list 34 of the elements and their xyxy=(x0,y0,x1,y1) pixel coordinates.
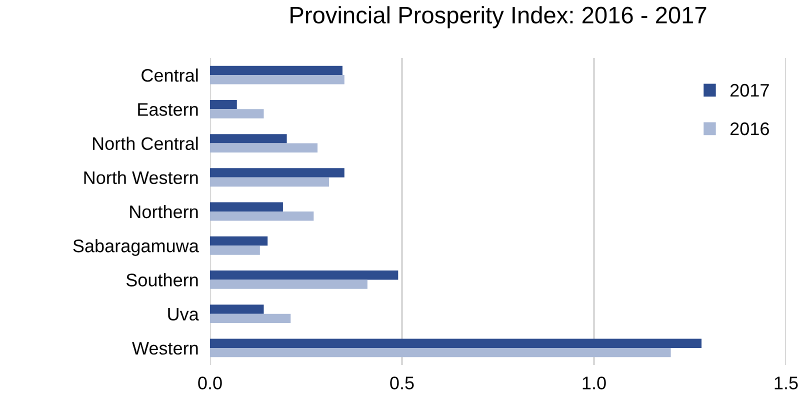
y-tick-label: North Western xyxy=(84,170,198,184)
bar xyxy=(210,348,671,358)
y-tick-label: Western xyxy=(132,342,198,355)
chart-title: Provincial Prosperity Index: 2016 - 2017 xyxy=(290,6,706,28)
bar xyxy=(210,143,318,152)
y-tick-label: Sabaragamuwa xyxy=(73,239,199,256)
bar xyxy=(210,134,287,144)
bar xyxy=(210,338,702,348)
y-tick-label: Southern xyxy=(126,273,198,286)
y-tick-label: North Central xyxy=(93,136,198,150)
bar xyxy=(210,100,237,110)
x-tick-label: 0.5 xyxy=(390,376,414,390)
y-tick-label: Northern xyxy=(130,204,198,218)
bar xyxy=(210,75,344,84)
bar xyxy=(210,246,260,255)
bar xyxy=(210,66,342,76)
bar xyxy=(210,236,268,246)
bar xyxy=(210,212,314,221)
y-tick-label: Eastern xyxy=(138,103,198,116)
x-tick-label: 0.0 xyxy=(198,376,222,390)
bar xyxy=(210,314,291,324)
bar xyxy=(210,270,398,280)
y-tick-label: Central xyxy=(142,68,198,82)
bar xyxy=(210,177,330,187)
legend-label: 2016 xyxy=(730,122,769,136)
bar xyxy=(210,280,368,289)
x-tick-label: 1.0 xyxy=(582,376,606,390)
bar xyxy=(210,304,264,314)
bar xyxy=(210,109,264,118)
x-tick-label: 1.5 xyxy=(774,376,798,390)
bar xyxy=(210,168,344,178)
legend-label: 2017 xyxy=(730,84,769,97)
y-tick-label: Uva xyxy=(168,308,199,321)
bar xyxy=(210,202,283,212)
